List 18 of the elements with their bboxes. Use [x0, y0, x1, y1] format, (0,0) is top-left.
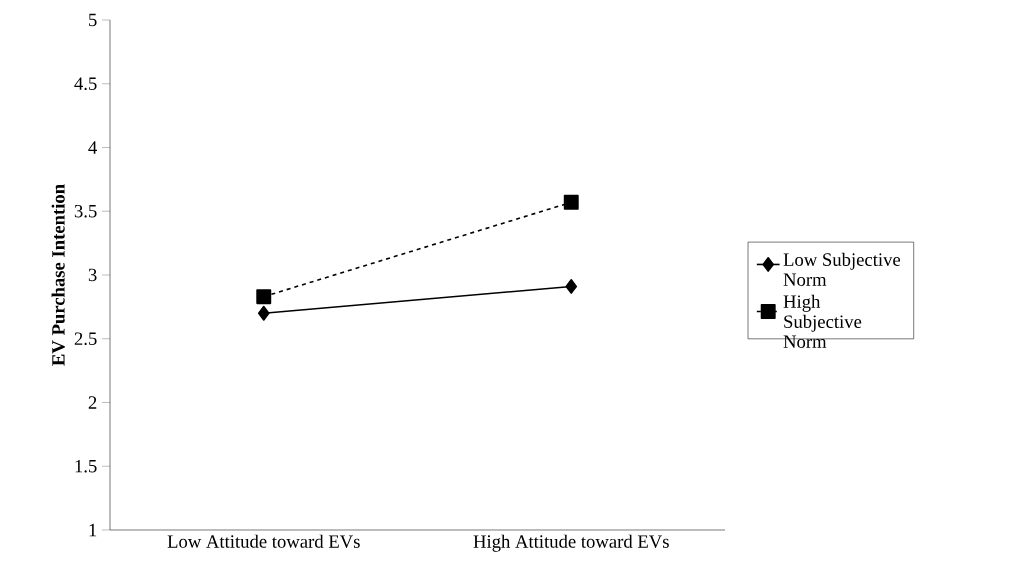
- y-tick-label: 3.5: [74, 204, 97, 218]
- x-tick-label: High Attitude toward EVs: [473, 534, 669, 552]
- point: [565, 279, 578, 294]
- x-tick-label: Low Attitude toward EVs: [167, 534, 360, 548]
- y-tick-label: 4.5: [74, 77, 97, 91]
- y-tick-label: 3: [88, 268, 97, 282]
- y-axis-title: EV Purchase Intention: [51, 184, 65, 366]
- point: [563, 194, 579, 210]
- point: [256, 289, 272, 305]
- y-tick-label: 4: [88, 141, 98, 154]
- y-tick-label: 2: [88, 396, 97, 409]
- y-tick-label: 2.5: [74, 332, 97, 346]
- y-tick-label: 1.5: [75, 459, 97, 473]
- y-tick-label: 5: [89, 13, 97, 27]
- legend-label: High Subjective Norm: [783, 294, 862, 348]
- point: [257, 305, 270, 321]
- y-tick-label: 1: [89, 523, 97, 537]
- legend-label: Low Subjective Norm: [783, 252, 901, 286]
